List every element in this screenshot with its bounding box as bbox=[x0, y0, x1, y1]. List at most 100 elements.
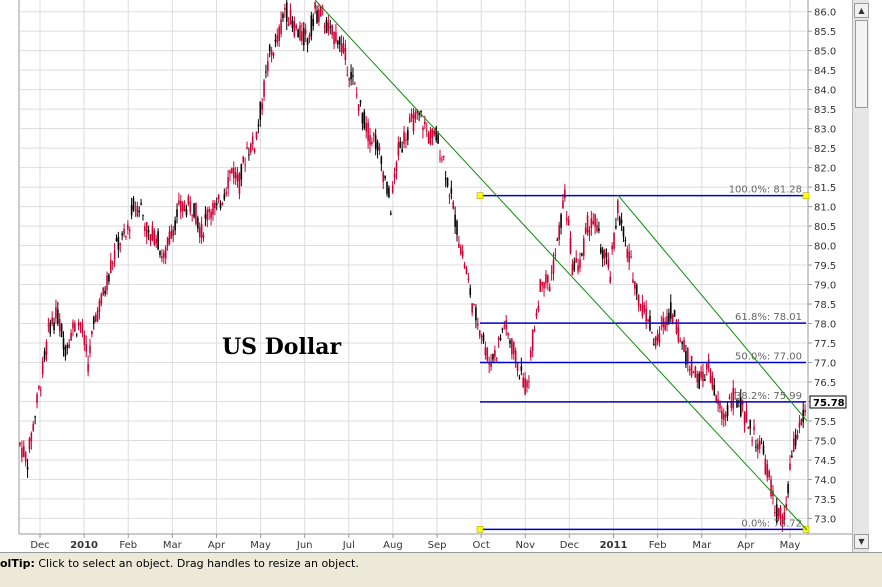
fibonacci-retracement[interactable]: 100.0%: 81.28 61.8%: 78.01 50.0%: 77.00 38.… bbox=[476, 185, 810, 533]
candle-body bbox=[751, 440, 753, 442]
candle-body bbox=[284, 8, 286, 10]
candle-body bbox=[456, 220, 458, 235]
candle-body bbox=[352, 75, 354, 77]
candle-body bbox=[329, 26, 332, 28]
candle-body bbox=[187, 196, 190, 204]
x-tick-label: Feb bbox=[649, 540, 667, 551]
candle-body bbox=[232, 168, 235, 179]
price-chart[interactable]: 100.0%: 81.28 61.8%: 78.01 50.0%: 77.00 38.… bbox=[0, 0, 852, 552]
candle-body bbox=[599, 247, 602, 253]
candle-body bbox=[609, 276, 612, 283]
candle-body bbox=[611, 245, 613, 250]
candle-body bbox=[675, 320, 678, 333]
x-tick-label: Aug bbox=[383, 540, 403, 551]
candle-body bbox=[57, 309, 59, 324]
candle-body bbox=[340, 43, 343, 54]
candle-body bbox=[130, 205, 133, 216]
candle-body bbox=[539, 279, 542, 292]
candle-body bbox=[757, 443, 759, 451]
candle-body bbox=[374, 135, 377, 149]
candle-body bbox=[480, 336, 483, 338]
candle-body bbox=[204, 214, 207, 219]
candle-body bbox=[185, 209, 188, 216]
candle-body bbox=[594, 214, 596, 227]
candle-body bbox=[68, 344, 70, 348]
candle-body bbox=[598, 228, 600, 232]
candle-body bbox=[26, 466, 29, 470]
candle-body bbox=[399, 141, 402, 148]
candle-body bbox=[191, 214, 193, 216]
candle-body bbox=[365, 122, 368, 132]
candle-body bbox=[255, 131, 258, 139]
candle-body bbox=[635, 284, 638, 294]
candle-body bbox=[626, 249, 629, 258]
candle-body bbox=[304, 29, 307, 35]
candle-body bbox=[579, 259, 581, 269]
candle-body bbox=[637, 295, 640, 307]
fib-level-label: 100.0%: 81.28 bbox=[729, 185, 802, 196]
candle-body bbox=[342, 43, 345, 52]
candle-body bbox=[291, 20, 294, 28]
fib-level-label: 61.8%: 78.01 bbox=[735, 312, 802, 323]
candle-body bbox=[119, 243, 122, 245]
candle-body bbox=[461, 250, 464, 257]
candle-body bbox=[494, 350, 496, 357]
candle-body bbox=[36, 394, 38, 404]
candle-body bbox=[367, 122, 369, 141]
candle-body bbox=[215, 203, 218, 206]
candle-body bbox=[709, 369, 712, 383]
y-tick-label: 81.0 bbox=[814, 203, 836, 214]
scrollbar-thumb[interactable] bbox=[855, 20, 868, 108]
candle-body bbox=[403, 131, 405, 144]
candle-body bbox=[113, 250, 116, 260]
candle-body bbox=[469, 288, 472, 296]
candle-body bbox=[692, 372, 695, 374]
scroll-up-icon[interactable]: ▲ bbox=[854, 3, 869, 18]
candle-body bbox=[132, 198, 135, 210]
candle-body bbox=[106, 275, 108, 291]
candle-body bbox=[206, 209, 209, 221]
candle-body bbox=[168, 231, 171, 244]
candle-body bbox=[452, 201, 455, 209]
candle-body bbox=[673, 310, 676, 317]
candle-body bbox=[425, 130, 428, 132]
candle-body bbox=[386, 181, 388, 194]
candle-body bbox=[792, 438, 795, 452]
candle-body bbox=[719, 403, 721, 409]
candle-body bbox=[138, 210, 140, 213]
candle-body bbox=[791, 455, 793, 458]
fib-level-label: 0.0%: 72.72 bbox=[741, 518, 802, 529]
vertical-scrollbar[interactable]: ▲ ▼ bbox=[852, 0, 869, 552]
candle-body bbox=[234, 172, 237, 179]
candle-body bbox=[32, 423, 35, 431]
candle-body bbox=[212, 202, 214, 215]
x-tick-label: Dec bbox=[560, 540, 579, 551]
candle-body bbox=[210, 211, 212, 219]
candle-body bbox=[408, 117, 411, 123]
candle-body bbox=[656, 334, 659, 342]
candle-body bbox=[552, 260, 555, 274]
candle-body bbox=[545, 274, 547, 284]
candle-body bbox=[547, 275, 549, 283]
candle-body bbox=[28, 438, 31, 450]
candle-body bbox=[323, 26, 326, 28]
candle-body bbox=[658, 333, 661, 344]
candle-body bbox=[522, 377, 525, 388]
scroll-down-icon[interactable]: ▼ bbox=[854, 534, 869, 549]
candle-body bbox=[749, 419, 752, 429]
candle-body bbox=[244, 164, 246, 166]
candle-body bbox=[198, 227, 201, 238]
candle-body bbox=[477, 323, 479, 326]
candle-body bbox=[775, 504, 778, 523]
candle-body bbox=[677, 327, 680, 342]
y-tick-label: 80.0 bbox=[814, 242, 836, 253]
candle-body bbox=[639, 306, 642, 308]
candle-body bbox=[229, 170, 231, 174]
fib-resize-handle bbox=[476, 192, 484, 199]
candle-body bbox=[412, 114, 415, 132]
candle-body bbox=[448, 195, 451, 197]
fib-resize-handle bbox=[802, 192, 810, 199]
candle-body bbox=[641, 303, 644, 317]
candle-body bbox=[253, 148, 256, 153]
trend-channel[interactable] bbox=[314, 0, 808, 531]
